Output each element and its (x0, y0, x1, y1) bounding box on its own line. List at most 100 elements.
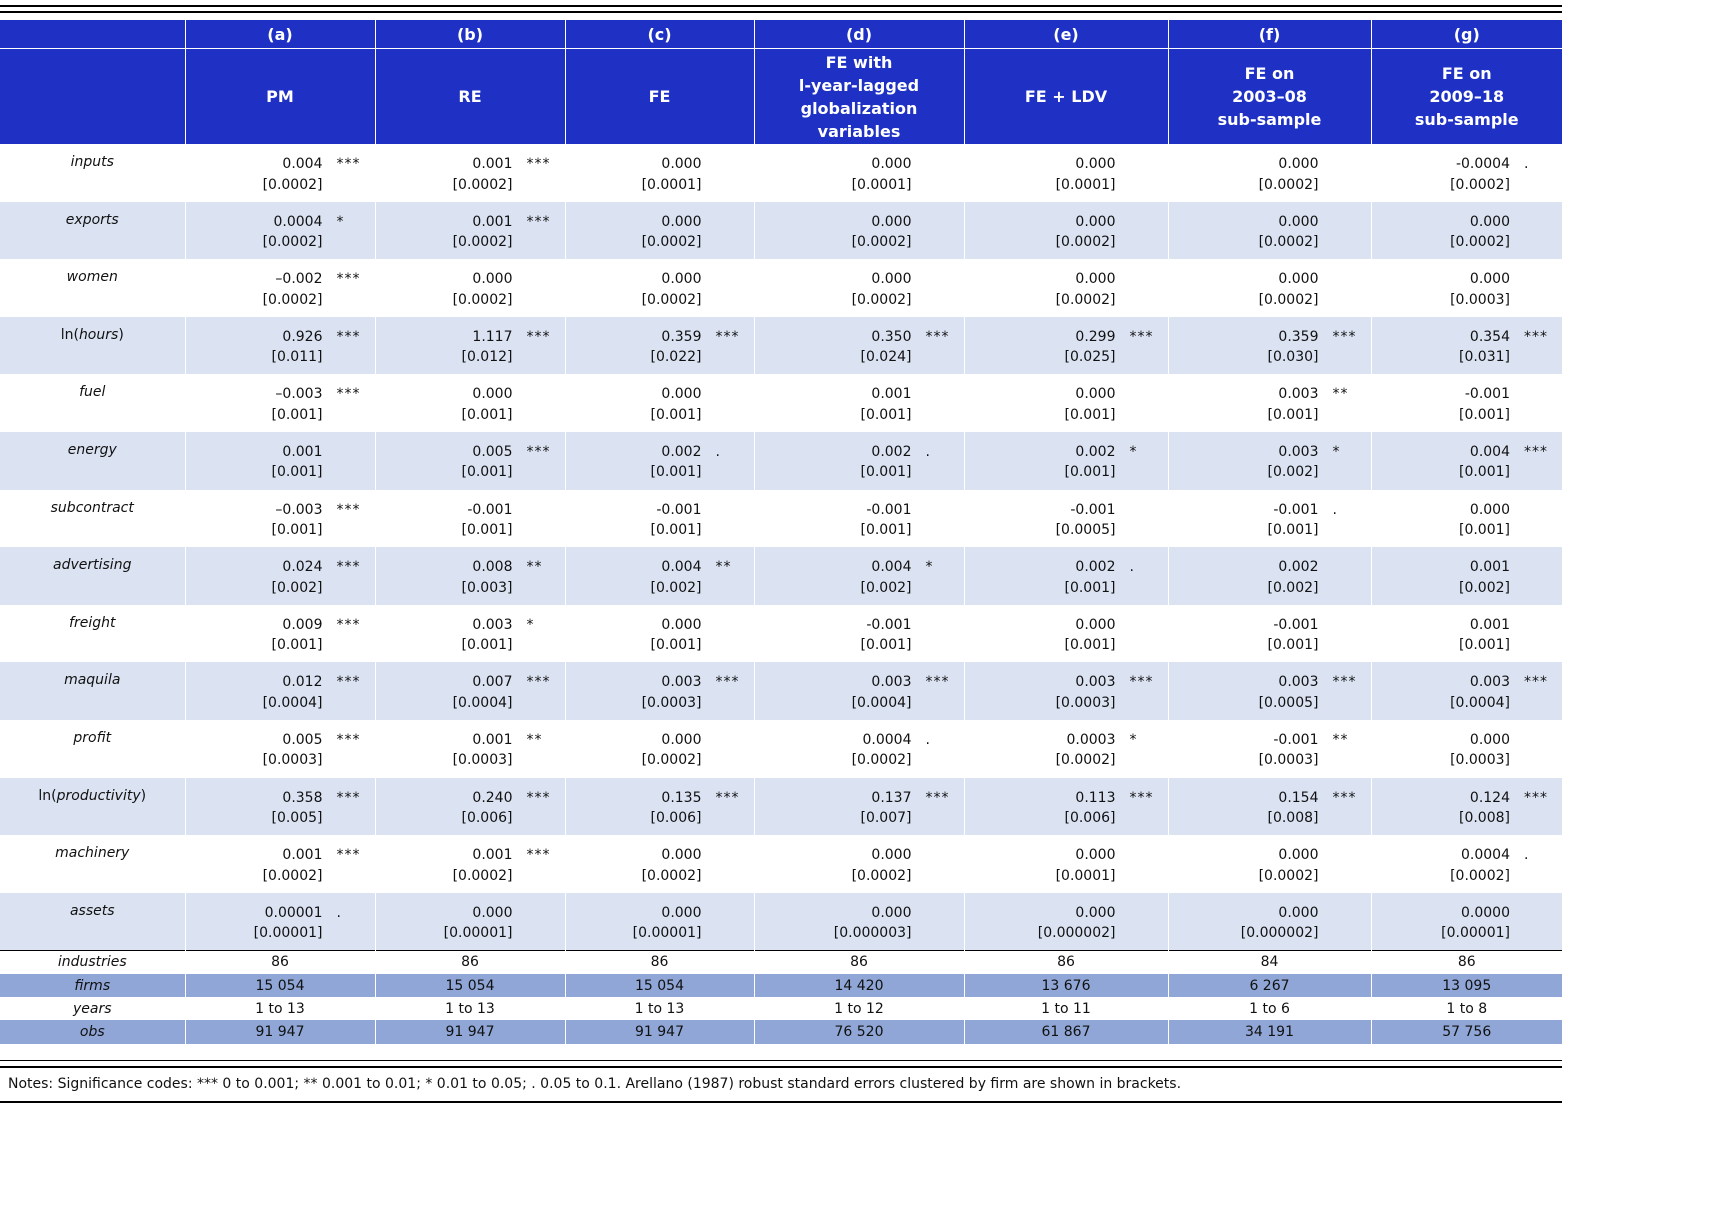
estimate-value: 0.004 (1469, 443, 1510, 460)
significance-stars (1319, 269, 1371, 290)
coefficient-grid: 0.0003 * [0.0002] (965, 720, 1168, 771)
coefficient-grid: 0.024 *** [0.002] (186, 547, 375, 598)
estimate-value: -0.001 (1273, 501, 1319, 518)
variable-label: energy (0, 431, 185, 490)
significance-stars (702, 615, 754, 636)
stats-value: 13 676 (963, 974, 1168, 998)
coefficient-cell: 0.000 [0.0002] (564, 719, 754, 778)
coefficient-grid: 0.000 [0.0002] (566, 720, 754, 771)
estimate-value: 0.004 (871, 559, 912, 576)
column-name-line: FE (648, 87, 671, 106)
stats-value: 61 867 (963, 1020, 1168, 1044)
coefficient-grid: 0.001 [0.001] (186, 432, 375, 483)
estimate-value: 0.359 (661, 328, 702, 345)
coefficient-cell: 0.000 [0.001] (564, 374, 754, 432)
coefficient-grid: 0.000 [0.0001] (965, 835, 1168, 886)
significance-stars (1319, 154, 1371, 175)
column-letter: (d) (753, 20, 964, 49)
coefficient-grid: 0.009 *** [0.001] (186, 605, 375, 656)
standard-error: [0.0004] (262, 694, 323, 711)
variable-name: hours (78, 326, 119, 343)
coefficient-grid: –0.003 *** [0.001] (186, 490, 375, 541)
variable-label: ln(productivity) (0, 777, 185, 836)
coefficient-cell: 0.000 [0.0001] (963, 835, 1168, 893)
standard-error: [0.0003] (262, 752, 323, 769)
estimate-value: 0.001 (472, 731, 513, 748)
coefficient-grid: 0.000 [0.0002] (965, 202, 1168, 253)
stats-value: 1 to 6 (1167, 997, 1371, 1021)
estimate-value: 0.000 (1469, 731, 1510, 748)
spacer (702, 635, 754, 656)
coefficient-grid: 0.124 *** [0.008] (1372, 778, 1563, 829)
coefficient-cell: 0.0004 * [0.0002] (184, 201, 375, 260)
coefficient-cell: -0.001 [0.001] (564, 489, 754, 548)
significance-stars (1510, 500, 1562, 521)
header-corner-cell (0, 20, 185, 49)
standard-error: [0.031] (1458, 349, 1510, 366)
estimate-value: –0.003 (275, 501, 323, 518)
coefficient-cell: 0.000 [0.0002] (753, 259, 964, 317)
column-letter: (f) (1167, 20, 1371, 49)
table-row: subcontract –0.003 *** [0.001] -0.001 [0.001]… (0, 489, 1563, 548)
coefficient-grid: 0.002. [0.001] (755, 432, 964, 483)
coefficient-grid: 0.000 [0.000003] (755, 893, 964, 944)
variable-name: advertising (53, 557, 132, 574)
estimate-value: 0.135 (661, 789, 702, 806)
column-name: FE on 2003–08 sub-sample (1167, 48, 1371, 144)
summary-rows: industries 86 86 86 86 86 84 86 firms 15 054 15 05… (0, 949, 1562, 1044)
estimate-value: 0.003 (661, 674, 702, 691)
variable-label: fuel (0, 374, 185, 432)
significance-stars: ** (1332, 386, 1349, 403)
significance-stars (912, 384, 964, 405)
spacer (323, 462, 375, 483)
coefficient-cell: -0.001 [0.001] (1167, 604, 1371, 663)
significance-stars: *** (336, 559, 361, 576)
coefficient-grid: -0.001 [0.001] (376, 490, 565, 541)
coefficient-cell: 0.000 [0.0002] (564, 259, 754, 317)
estimate-value: 0.003 (472, 616, 513, 633)
estimate-value: 0.001 (472, 847, 513, 864)
coefficient-cell: 0.000 [0.0002] (1167, 201, 1371, 260)
column-letter: (c) (564, 20, 754, 49)
coefficient-cell: 0.001 [0.001] (1370, 604, 1562, 663)
standard-error: [0.001] (1458, 406, 1510, 423)
stats-value: 86 (374, 949, 565, 974)
estimate-value: 0.003 (1075, 674, 1116, 691)
coefficient-cell: 0.001 *** [0.0002] (184, 835, 375, 893)
coefficient-cell: 0.001 *** [0.0002] (374, 201, 565, 260)
stats-value: 15 054 (374, 974, 565, 998)
estimate-value: 0.000 (661, 386, 702, 403)
estimate-value: 0.001 (472, 156, 513, 172)
coefficient-cell: 0.000 [0.00001] (374, 892, 565, 951)
regression-table: (a) (b) (c) (d) (e) (f) (g) PM RE FE FE with l-yea… (0, 20, 1562, 1044)
estimate-value: 0.002 (661, 443, 702, 460)
significance-stars (1116, 212, 1168, 233)
coefficient-cell: 0.000 [0.0002] (564, 201, 754, 260)
estimate-value: -0.001 (1070, 501, 1116, 518)
standard-error: [0.0003] (641, 694, 702, 711)
variable-prefix: ln( (60, 326, 79, 343)
estimate-value: –0.002 (275, 271, 323, 288)
spacer (513, 347, 565, 368)
spacer (1116, 808, 1168, 829)
significance-stars: *** (715, 674, 740, 691)
coefficient-cell: 0.001 [0.002] (1370, 547, 1562, 605)
coefficient-grid: 1.117 *** [0.012] (376, 317, 565, 368)
coefficient-grid: 0.000 [0.001] (1372, 490, 1563, 541)
coefficient-cell: –0.003 *** [0.001] (184, 374, 375, 432)
estimate-value: 0.000 (1278, 847, 1319, 864)
significance-stars (1510, 557, 1562, 578)
significance-stars: *** (1332, 789, 1357, 806)
standard-error: [0.002] (1458, 579, 1510, 596)
variable-label: assets (0, 892, 185, 951)
table-row: assets 0.00001. [0.00001] 0.000 [0.00001] 0.0… (0, 892, 1562, 951)
estimate-value: 0.002 (1075, 443, 1116, 460)
spacer (912, 808, 964, 829)
significance-stars: *** (336, 501, 361, 518)
standard-error: [0.001] (1064, 579, 1116, 596)
significance-stars (513, 384, 565, 405)
coefficient-grid: 0.358 *** [0.005] (186, 778, 375, 829)
standard-error: [0.001] (650, 637, 702, 654)
coefficient-cell: 0.000 [0.0002] (753, 201, 964, 260)
variable-label: advertising (0, 547, 185, 605)
